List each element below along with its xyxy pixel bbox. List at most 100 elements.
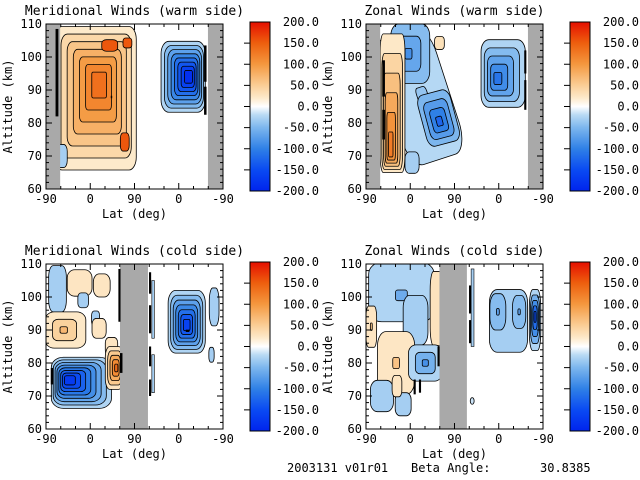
contour-blob xyxy=(77,292,89,309)
contour-crowding-mark xyxy=(119,353,123,373)
colorbar-tick-label: -200.0 xyxy=(596,424,639,438)
contour-crowding-mark xyxy=(204,45,207,82)
colorbar-tick-label: 50.0 xyxy=(290,78,319,92)
missing-data-band xyxy=(119,264,148,429)
contour-crowding-mark xyxy=(382,60,385,97)
colorbar-tick-label: -50.0 xyxy=(603,121,639,135)
contour-blob xyxy=(434,35,445,50)
y-tick-label: 70 xyxy=(348,149,362,163)
contour-sliver xyxy=(470,268,475,347)
contour-blob xyxy=(394,392,412,417)
contour-crowding-mark xyxy=(149,305,152,334)
contour-crowding-mark xyxy=(382,109,385,140)
colorbar-tick-label: -50.0 xyxy=(283,121,319,135)
y-tick-label: 90 xyxy=(348,323,362,337)
x-tick-label: 0 xyxy=(175,432,182,446)
colorbar-tick-label: -100.0 xyxy=(276,142,319,156)
x-tick-label: -90 xyxy=(212,432,234,446)
y-tick-label: 110 xyxy=(340,17,362,31)
missing-data-band xyxy=(527,24,543,189)
x-tick-label: 0 xyxy=(495,192,502,206)
contour-blob xyxy=(370,379,394,413)
colorbar-tick-label: -100.0 xyxy=(596,382,639,396)
contour-blob xyxy=(184,70,193,84)
contour-crowding-mark xyxy=(413,379,416,395)
contour-blob xyxy=(208,287,220,327)
x-tick-label: -90 xyxy=(355,432,377,446)
y-tick-label: 70 xyxy=(28,389,42,403)
x-tick-label: 90 xyxy=(127,432,141,446)
contour-crowding-mark xyxy=(524,80,527,110)
contour-blob xyxy=(493,71,503,85)
colorbar-tick-label: 100.0 xyxy=(603,297,639,311)
colorbar-tick-label: -150.0 xyxy=(276,163,319,177)
y-tick-label: 80 xyxy=(28,116,42,130)
contour-blob xyxy=(48,265,67,313)
colorbar-tick-label: -100.0 xyxy=(276,382,319,396)
contour-crowding-mark xyxy=(149,379,152,396)
panel-title: Zonal Winds (warm side) xyxy=(364,4,544,19)
x-tick-label: 90 xyxy=(447,192,461,206)
contour-blob xyxy=(91,318,107,339)
y-tick-label: 90 xyxy=(28,323,42,337)
contour-blob xyxy=(122,37,133,49)
contour-crowding-mark xyxy=(149,346,152,367)
contour-area xyxy=(46,264,223,429)
contour-blob xyxy=(421,359,429,367)
missing-data-band xyxy=(207,24,223,189)
contour-crowding-mark xyxy=(469,285,472,314)
colorbar-tick-label: 0.0 xyxy=(297,100,319,114)
x-axis-label: Lat (deg) xyxy=(422,207,487,221)
y-tick-label: 100 xyxy=(340,50,362,64)
colorbar-tick-label: 50.0 xyxy=(610,78,639,92)
y-tick-label: 70 xyxy=(348,389,362,403)
contour-blob xyxy=(404,47,413,60)
contour-crowding-mark xyxy=(418,379,422,393)
x-tick-label: -90 xyxy=(35,192,57,206)
colorbar-tick-label: -50.0 xyxy=(603,361,639,375)
y-tick-label: 80 xyxy=(348,116,362,130)
x-tick-label: 90 xyxy=(447,432,461,446)
y-tick-label: 60 xyxy=(348,182,362,196)
y-tick-label: 110 xyxy=(340,257,362,271)
y-tick-label: 90 xyxy=(348,83,362,97)
y-axis-label: Altitude (km) xyxy=(1,60,15,154)
colorbar-tick-label: 200.0 xyxy=(603,255,639,269)
x-tick-label: 0 xyxy=(407,192,414,206)
y-tick-label: 80 xyxy=(28,356,42,370)
contour-blob xyxy=(91,71,107,99)
colorbar-tick-label: 150.0 xyxy=(603,276,639,290)
contour-crowding-mark xyxy=(149,272,152,294)
y-axis-label: Altitude (km) xyxy=(321,60,335,154)
contour-blob xyxy=(64,375,76,386)
panel-title: Meridional Winds (warm side) xyxy=(25,4,244,19)
colorbar-tick-label: -150.0 xyxy=(596,403,639,417)
colorbar-tick-label: 100.0 xyxy=(603,57,639,71)
contour-crowding-mark xyxy=(185,329,190,332)
contour-blob xyxy=(533,310,537,323)
y-tick-label: 80 xyxy=(348,356,362,370)
colorbar xyxy=(250,262,270,431)
contour-blob xyxy=(469,397,475,405)
contour-blob xyxy=(369,322,373,331)
y-tick-label: 110 xyxy=(20,17,42,31)
colorbar-tick-label: 200.0 xyxy=(283,255,319,269)
contour-blob xyxy=(517,308,521,316)
colorbar-tick-label: 100.0 xyxy=(283,297,319,311)
x-tick-label: -90 xyxy=(35,432,57,446)
colorbar-tick-label: 50.0 xyxy=(610,318,639,332)
colorbar-tick-label: 0.0 xyxy=(297,340,319,354)
contour-blob xyxy=(114,363,119,373)
y-tick-label: 60 xyxy=(348,422,362,436)
panel-title: Meridional Winds (cold side) xyxy=(25,244,244,259)
y-tick-label: 60 xyxy=(28,182,42,196)
contour-crowding-mark xyxy=(118,268,121,322)
contour-crowding-mark xyxy=(55,28,59,117)
x-tick-label: 0 xyxy=(495,432,502,446)
x-tick-label: 0 xyxy=(407,432,414,446)
colorbar-tick-label: 50.0 xyxy=(290,318,319,332)
